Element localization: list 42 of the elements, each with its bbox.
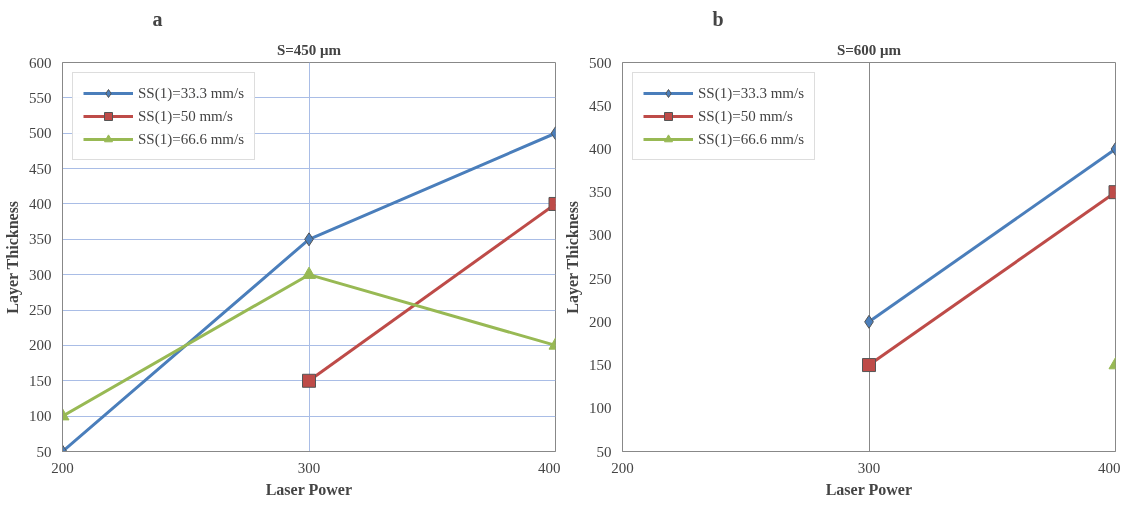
y-axis-title: Layer Thickness xyxy=(564,200,582,314)
chart-subtitle: S=450 μm xyxy=(276,41,342,58)
y-tick-label: 100 xyxy=(589,400,612,417)
legend-label: SS(1)=33.3 mm/s xyxy=(138,84,244,102)
y-axis-title: Layer Thickness xyxy=(4,200,22,314)
x-axis-title: Laser Power xyxy=(825,480,913,498)
y-tick-label: 250 xyxy=(589,270,612,287)
x-tick-label: 400 xyxy=(1098,459,1121,476)
y-tick-label: 400 xyxy=(589,140,612,157)
y-tick-label: 150 xyxy=(29,372,52,389)
legend-label: SS(1)=66.6 mm/s xyxy=(138,130,244,148)
y-tick-label: 50 xyxy=(596,443,612,460)
y-tick-label: 200 xyxy=(29,337,52,354)
x-tick-label: 300 xyxy=(857,459,881,476)
y-tick-label: 300 xyxy=(29,266,52,283)
y-tick-label: 350 xyxy=(589,184,612,201)
y-tick-label: 200 xyxy=(589,313,612,330)
y-tick-label: 50 xyxy=(36,443,52,460)
y-tick-label: 150 xyxy=(589,357,612,374)
y-tick-label: 250 xyxy=(29,302,52,319)
legend-label: SS(1)=33.3 mm/s xyxy=(698,84,804,102)
y-tick-label: 450 xyxy=(589,97,612,114)
legend-label: SS(1)=50 mm/s xyxy=(698,107,793,125)
x-tick-label: 300 xyxy=(297,459,321,476)
y-tick-label: 500 xyxy=(29,125,52,142)
y-tick-label: 100 xyxy=(29,408,52,425)
x-tick-label: 200 xyxy=(51,459,74,476)
chart-title: a xyxy=(152,7,163,30)
y-tick-label: 600 xyxy=(29,54,52,71)
x-tick-label: 200 xyxy=(611,459,634,476)
y-tick-label: 400 xyxy=(29,195,52,212)
y-tick-label: 450 xyxy=(29,160,52,177)
x-axis-title: Laser Power xyxy=(265,480,353,498)
y-tick-label: 350 xyxy=(29,231,52,248)
y-tick-label: 300 xyxy=(589,227,612,244)
legend-label: SS(1)=50 mm/s xyxy=(138,107,233,125)
x-tick-label: 400 xyxy=(538,459,561,476)
legend-label: SS(1)=66.6 mm/s xyxy=(698,130,804,148)
chart-title: b xyxy=(712,7,724,30)
y-tick-label: 500 xyxy=(589,54,612,71)
y-tick-label: 550 xyxy=(29,89,52,106)
chart-subtitle: S=600 μm xyxy=(836,41,902,58)
